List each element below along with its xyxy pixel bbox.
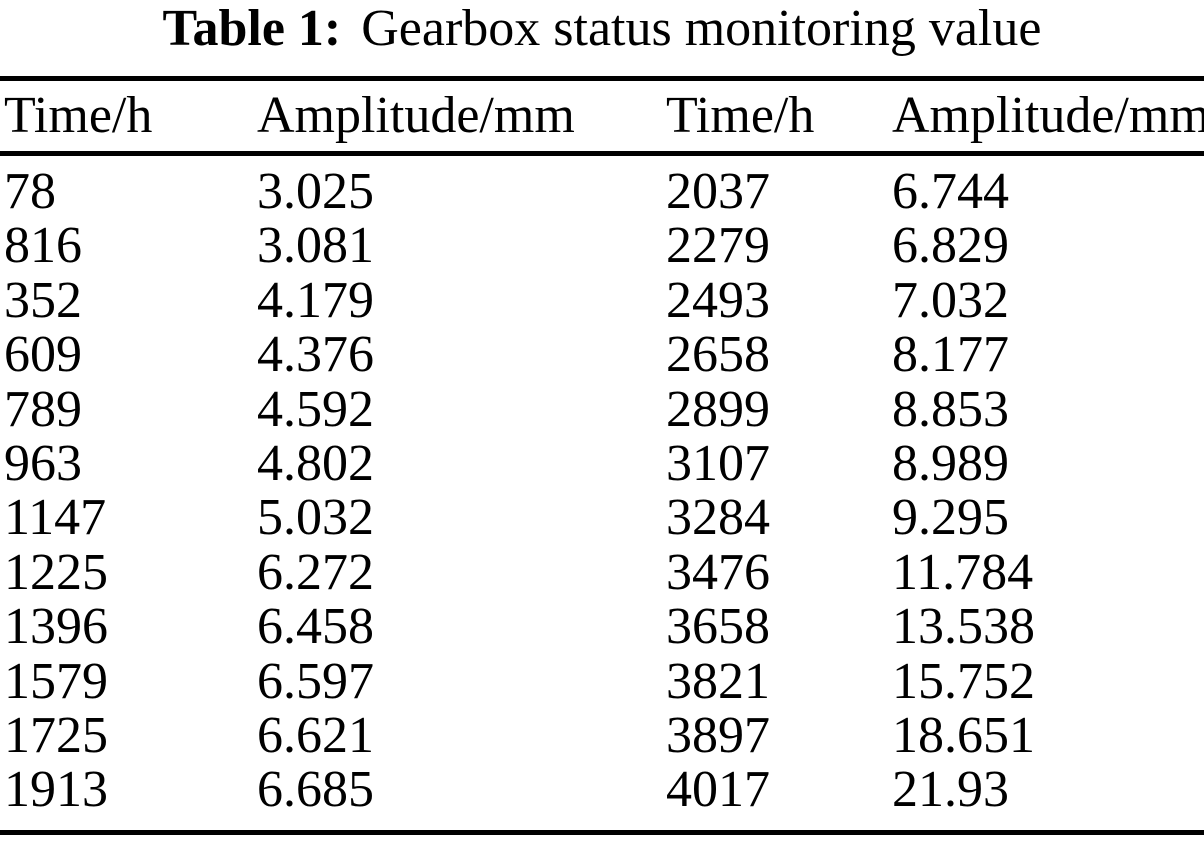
table-header-rule [0, 151, 1204, 156]
cell-time-left: 1225 [4, 545, 108, 601]
table-row: 1579 6.597 3821 15.752 [0, 655, 1204, 709]
cell-time-right: 2037 [666, 165, 770, 220]
cell-amplitude-right: 8.989 [892, 436, 1009, 492]
cell-time-right: 2899 [666, 382, 770, 437]
column-header-time-left: Time/h [4, 87, 153, 144]
cell-time-left: 963 [4, 436, 82, 492]
cell-amplitude-right: 11.784 [892, 545, 1034, 601]
cell-amplitude-left: 6.621 [257, 708, 374, 764]
table-caption-label: Table 1: [162, 0, 342, 57]
table-row: 963 4.802 3107 8.989 [0, 437, 1204, 491]
table-caption-text: Gearbox status monitoring value [361, 0, 1042, 57]
cell-time-left: 352 [4, 273, 82, 329]
cell-amplitude-right: 6.829 [892, 219, 1009, 274]
cell-amplitude-right: 8.853 [892, 382, 1009, 437]
table-row: 1225 6.272 3476 11.784 [0, 546, 1204, 600]
cell-time-left: 1725 [4, 708, 108, 764]
cell-amplitude-right: 21.93 [892, 763, 1009, 818]
cell-amplitude-left: 4.179 [257, 273, 374, 329]
cell-amplitude-left: 6.597 [257, 654, 374, 709]
cell-time-left: 789 [4, 382, 82, 437]
cell-time-left: 1913 [4, 763, 108, 818]
column-header-time-right: Time/h [666, 87, 815, 144]
cell-time-right: 2658 [666, 328, 770, 383]
cell-amplitude-right: 7.032 [892, 273, 1009, 329]
cell-time-left: 816 [4, 219, 82, 274]
cell-amplitude-left: 4.802 [257, 436, 374, 492]
cell-time-left: 1396 [4, 600, 108, 655]
table-top-rule [0, 76, 1204, 81]
cell-time-right: 3658 [666, 600, 770, 655]
column-header-amplitude-right: Amplitude/mm [892, 87, 1204, 144]
cell-time-left: 78 [4, 165, 56, 220]
cell-amplitude-left: 3.025 [257, 165, 374, 220]
table-row: 1725 6.621 3897 18.651 [0, 709, 1204, 763]
cell-amplitude-left: 6.458 [257, 600, 374, 655]
cell-time-right: 4017 [666, 763, 770, 818]
table-row: 78 3.025 2037 6.744 [0, 165, 1204, 219]
cell-amplitude-right: 9.295 [892, 491, 1009, 546]
cell-amplitude-right: 8.177 [892, 328, 1009, 383]
cell-time-left: 1147 [4, 491, 107, 546]
cell-amplitude-right: 18.651 [892, 708, 1035, 764]
table-row: 352 4.179 2493 7.032 [0, 274, 1204, 328]
cell-time-right: 3821 [666, 654, 770, 709]
cell-amplitude-left: 6.272 [257, 545, 374, 601]
table-bottom-rule [0, 829, 1204, 835]
cell-time-left: 1579 [4, 654, 108, 709]
cell-time-right: 3476 [666, 545, 770, 601]
cell-amplitude-left: 3.081 [257, 219, 374, 274]
cell-time-right: 3284 [666, 491, 770, 546]
cell-time-left: 609 [4, 328, 82, 383]
table-row: 1396 6.458 3658 13.538 [0, 600, 1204, 654]
cell-time-right: 3897 [666, 708, 770, 764]
cell-amplitude-left: 6.685 [257, 763, 374, 818]
cell-amplitude-left: 4.376 [257, 328, 374, 383]
cell-time-right: 2493 [666, 273, 770, 329]
table-caption: Table 1: Gearbox status monitoring value [0, 0, 1204, 58]
cell-time-right: 3107 [666, 436, 770, 492]
cell-time-right: 2279 [666, 219, 770, 274]
table-row: 1147 5.032 3284 9.295 [0, 491, 1204, 545]
cell-amplitude-right: 6.744 [892, 165, 1009, 220]
table-row: 816 3.081 2279 6.829 [0, 219, 1204, 273]
table-body: 78 3.025 2037 6.744 816 3.081 2279 6.829… [0, 156, 1204, 818]
cell-amplitude-left: 4.592 [257, 382, 374, 437]
table-row: 609 4.376 2658 8.177 [0, 328, 1204, 382]
cell-amplitude-right: 15.752 [892, 654, 1035, 709]
table-row: 789 4.592 2899 8.853 [0, 383, 1204, 437]
cell-amplitude-left: 5.032 [257, 491, 374, 546]
table-row: 1913 6.685 4017 21.93 [0, 763, 1204, 817]
cell-amplitude-right: 13.538 [892, 600, 1035, 655]
table-header-row: Time/h Amplitude/mm Time/h Amplitude/mm [0, 81, 1204, 151]
column-header-amplitude-left: Amplitude/mm [257, 87, 575, 144]
